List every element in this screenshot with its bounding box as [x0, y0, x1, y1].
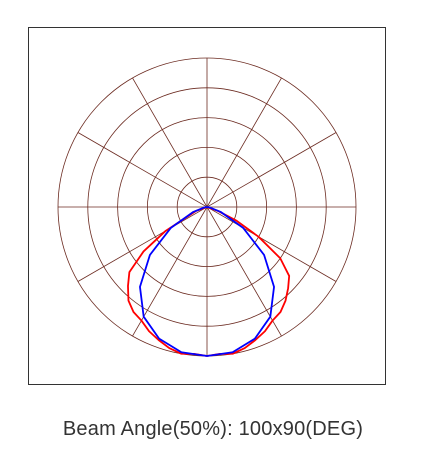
polar-chart [57, 57, 357, 357]
beam-angle-caption: Beam Angle(50%): 100x90(DEG) [62, 418, 364, 440]
series-line-2 [139, 206, 275, 357]
